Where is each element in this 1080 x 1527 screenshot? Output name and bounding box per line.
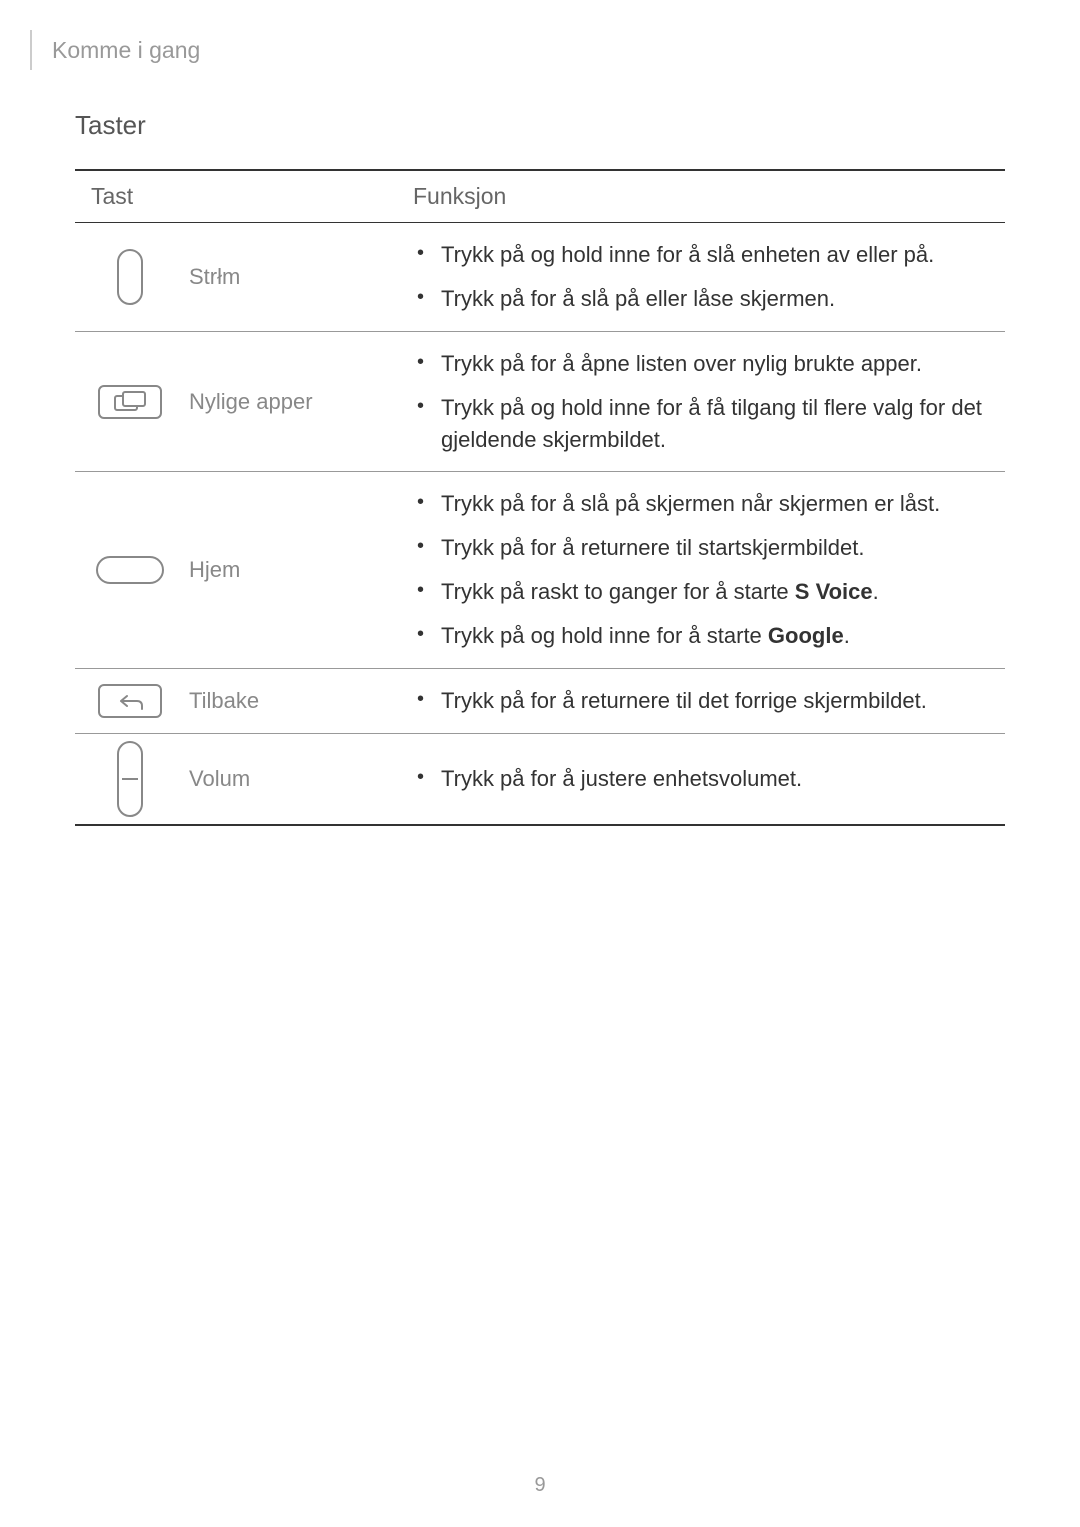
table-row: Hjem Trykk på for å slå på skjermen når … bbox=[75, 472, 1005, 669]
bold-text: S Voice bbox=[795, 579, 873, 604]
func-item: Trykk på og hold inne for å starte Googl… bbox=[417, 614, 993, 658]
icon-cell bbox=[75, 331, 177, 472]
table-row: Strłm Trykk på og hold inne for å slå en… bbox=[75, 223, 1005, 332]
section-title: Taster bbox=[75, 110, 1005, 141]
text: . bbox=[873, 579, 879, 604]
func-item: Trykk på for å returnere til det forrige… bbox=[417, 679, 993, 723]
func-item: Trykk på for å returnere til startskjerm… bbox=[417, 526, 993, 570]
key-func: Trykk på for å justere enhetsvolumet. bbox=[397, 733, 1005, 825]
key-name: Strłm bbox=[177, 223, 397, 332]
func-item: Trykk på og hold inne for å få tilgang t… bbox=[417, 386, 993, 462]
recent-apps-icon bbox=[97, 384, 163, 420]
text: . bbox=[844, 623, 850, 648]
func-item: Trykk på for å åpne listen over nylig br… bbox=[417, 342, 993, 386]
icon-cell bbox=[75, 669, 177, 734]
volume-button-icon bbox=[116, 740, 144, 818]
table-row: Nylige apper Trykk på for å åpne listen … bbox=[75, 331, 1005, 472]
key-name: Tilbake bbox=[177, 669, 397, 734]
func-item: Trykk på for å slå på eller låse skjerme… bbox=[417, 277, 993, 321]
key-name: Volum bbox=[177, 733, 397, 825]
text: Trykk på for å returnere til startskjerm… bbox=[441, 535, 864, 560]
icon-cell bbox=[75, 472, 177, 669]
func-item: Trykk på og hold inne for å slå enheten … bbox=[417, 233, 993, 277]
power-button-icon bbox=[116, 248, 144, 306]
table-row: Tilbake Trykk på for å returnere til det… bbox=[75, 669, 1005, 734]
text: Trykk på raskt to ganger for å starte bbox=[441, 579, 795, 604]
content-region: Taster Tast Funksjon Strłm Trykk på og h… bbox=[75, 110, 1005, 826]
text: Trykk på for å slå på skjermen når skjer… bbox=[441, 491, 940, 516]
key-name: Hjem bbox=[177, 472, 397, 669]
breadcrumb: Komme i gang bbox=[52, 37, 200, 64]
icon-cell bbox=[75, 223, 177, 332]
func-item: Trykk på raskt to ganger for å starte S … bbox=[417, 570, 993, 614]
th-funksjon: Funksjon bbox=[397, 170, 1005, 223]
th-tast: Tast bbox=[75, 170, 397, 223]
header-accent-bar bbox=[30, 30, 32, 70]
page-header: Komme i gang bbox=[30, 30, 200, 70]
key-name: Nylige apper bbox=[177, 331, 397, 472]
page-number: 9 bbox=[0, 1474, 1080, 1497]
back-button-icon bbox=[97, 683, 163, 719]
key-func: Trykk på for å returnere til det forrige… bbox=[397, 669, 1005, 734]
text: Trykk på og hold inne for å starte bbox=[441, 623, 768, 648]
keys-table: Tast Funksjon Strłm Trykk på og hold inn… bbox=[75, 169, 1005, 826]
home-button-icon bbox=[95, 555, 165, 585]
table-row: Volum Trykk på for å justere enhetsvolum… bbox=[75, 733, 1005, 825]
func-item: Trykk på for å justere enhetsvolumet. bbox=[417, 757, 993, 801]
icon-cell bbox=[75, 733, 177, 825]
func-item: Trykk på for å slå på skjermen når skjer… bbox=[417, 482, 993, 526]
key-func: Trykk på for å åpne listen over nylig br… bbox=[397, 331, 1005, 472]
key-func: Trykk på og hold inne for å slå enheten … bbox=[397, 223, 1005, 332]
key-func: Trykk på for å slå på skjermen når skjer… bbox=[397, 472, 1005, 669]
bold-text: Google bbox=[768, 623, 844, 648]
